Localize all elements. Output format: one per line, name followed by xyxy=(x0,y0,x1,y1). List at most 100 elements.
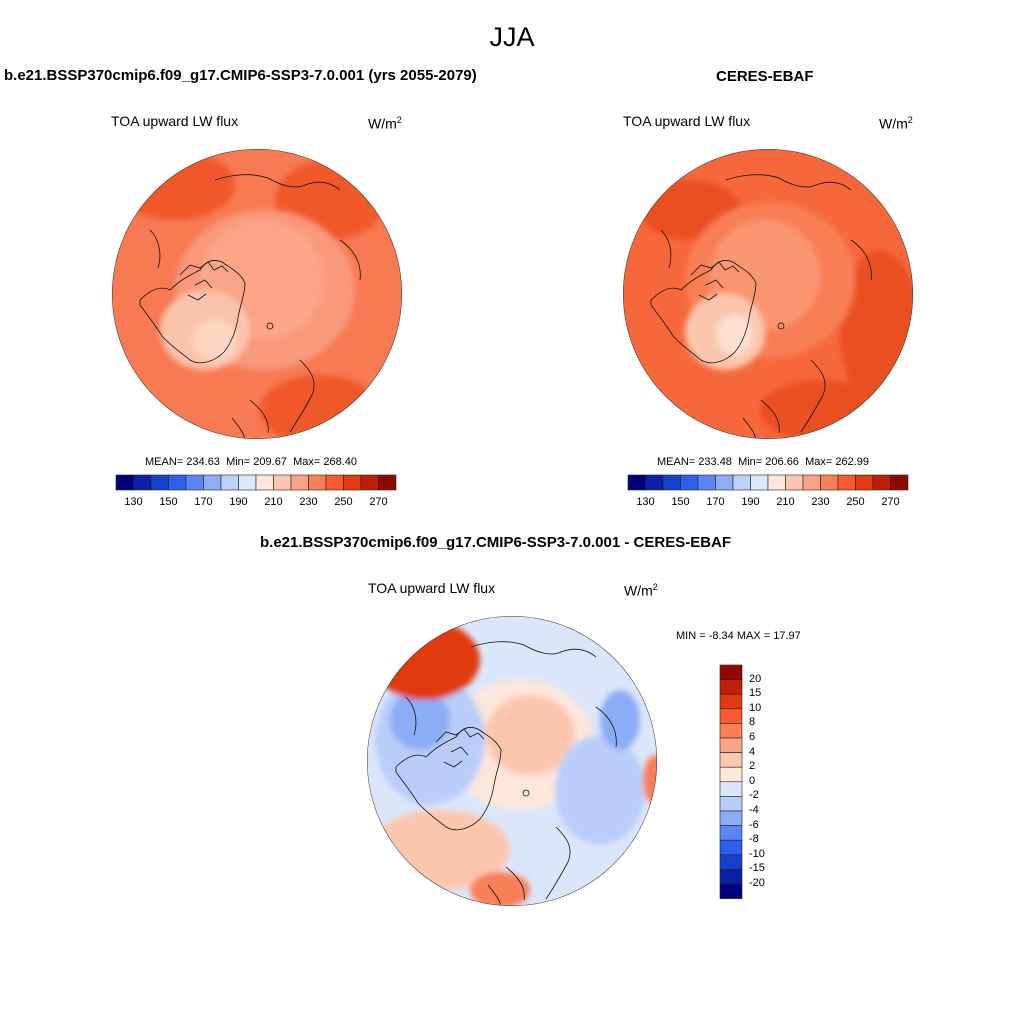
colorbar-panel1-swatch xyxy=(325,474,344,491)
panel3-unit-label: W/m2 xyxy=(624,582,658,599)
colorbar-panel2-swatch xyxy=(697,474,716,491)
colorbar-panel1-swatch xyxy=(185,474,204,491)
colorbar-panel2 xyxy=(627,474,909,491)
colorbar-panel2-swatch xyxy=(890,474,909,491)
colorbar-diff xyxy=(719,664,743,899)
diff-pos-region xyxy=(485,695,575,775)
colorbar-panel1-swatch xyxy=(150,474,169,491)
colorbar-diff-swatch xyxy=(719,781,743,797)
colorbar-diff-swatch xyxy=(719,810,743,826)
panel1-title: b.e21.BSSP370cmip6.f09_g17.CMIP6-SSP3-7.… xyxy=(4,67,477,84)
colorbar-diff-swatch xyxy=(719,854,743,870)
colorbar-panel1-swatch xyxy=(203,474,222,491)
panel2-unit-label: W/m2 xyxy=(879,115,913,132)
panel2-ice-core xyxy=(717,315,753,355)
colorbar-diff-swatch xyxy=(719,737,743,753)
colorbar-panel1-swatch xyxy=(360,474,379,491)
colorbar-panel1-swatch xyxy=(255,474,274,491)
colorbar-diff-tick-label: -20 xyxy=(749,877,765,889)
diff-neg2-region-2 xyxy=(600,690,640,750)
colorbar-panel1-tick-label: 230 xyxy=(299,496,318,508)
colorbar-panel1-tick-label: 150 xyxy=(159,496,178,508)
colorbar-panel2-tick-label: 130 xyxy=(636,496,655,508)
colorbar-diff-swatch xyxy=(719,679,743,695)
colorbar-diff-tick-label: -2 xyxy=(749,789,759,802)
panel1-variable-label: TOA upward LW flux xyxy=(111,113,239,129)
colorbar-diff-swatch xyxy=(719,693,743,710)
panel2-polar-map xyxy=(623,149,913,439)
colorbar-panel1-swatch xyxy=(290,474,309,491)
colorbar-panel2-swatch xyxy=(627,474,646,491)
panel3-stats: MIN = -8.34 MAX = 17.97 xyxy=(676,630,801,642)
colorbar-panel1-swatch xyxy=(168,474,187,491)
colorbar-diff-tick-label: 4 xyxy=(749,745,756,758)
colorbar-diff-swatch xyxy=(719,796,743,812)
colorbar-panel2-tick-label: 150 xyxy=(671,496,690,508)
panel1-unit-label: W/m2 xyxy=(368,115,402,132)
colorbar-panel2-tick-label: 210 xyxy=(776,496,795,508)
panel2-coastlines xyxy=(650,174,872,439)
colorbar-diff-tick-label: -6 xyxy=(749,818,759,831)
colorbar-diff-swatch xyxy=(719,869,743,885)
panel1-coastlines xyxy=(139,174,361,439)
colorbar-panel2-swatch xyxy=(662,474,681,491)
colorbar-panel1-swatch xyxy=(115,474,134,491)
colorbar-panel2-swatch xyxy=(820,474,839,491)
colorbar-diff-tick-label: 2 xyxy=(749,760,756,773)
colorbar-panel2-swatch xyxy=(715,474,734,491)
colorbar-panel2-tick-label: 170 xyxy=(706,496,725,508)
colorbar-diff-tick-label: 0 xyxy=(749,774,756,787)
colorbar-diff-tick-label: -8 xyxy=(749,833,759,846)
diff-neg-region-2 xyxy=(555,735,645,845)
panel3-polar-map xyxy=(367,616,657,906)
diff-neg2-region xyxy=(390,690,450,750)
panel3-variable-label: TOA upward LW flux xyxy=(368,580,496,596)
colorbar-panel1-swatch xyxy=(378,474,397,491)
colorbar-panel1-swatch xyxy=(343,474,362,491)
colorbar-diff-swatch xyxy=(719,752,743,768)
colorbar-diff-tick-label: 15 xyxy=(749,687,762,700)
colorbar-panel1-swatch xyxy=(308,474,327,491)
colorbar-panel2-swatch xyxy=(837,474,856,491)
colorbar-panel1-tick-label: 190 xyxy=(229,496,248,508)
colorbar-panel1-tick-label: 270 xyxy=(369,496,388,508)
colorbar-panel2-swatch xyxy=(680,474,699,491)
colorbar-diff-tick-label: 6 xyxy=(749,731,756,743)
colorbar-diff-tick-label: -4 xyxy=(749,804,759,816)
colorbar-diff-tick-label: 10 xyxy=(749,701,762,714)
colorbar-diff-swatch xyxy=(719,839,743,856)
colorbar-panel2-swatch xyxy=(872,474,891,491)
diff-strongpos-region xyxy=(370,620,480,700)
colorbar-diff-swatch xyxy=(719,723,743,739)
season-title: JJA xyxy=(489,22,535,52)
colorbar-diff-tick-label: 8 xyxy=(749,716,756,729)
colorbar-panel1-swatch xyxy=(238,474,257,491)
colorbar-panel2-swatch xyxy=(855,474,874,491)
colorbar-panel2-tick-label: 250 xyxy=(846,496,865,508)
colorbar-diff-swatch xyxy=(719,708,743,724)
diff-pos2-region xyxy=(470,872,530,906)
panel2-warm-region-2 xyxy=(760,380,880,439)
colorbar-panel2-tick-label: 230 xyxy=(811,496,830,508)
colorbar-panel2-swatch xyxy=(767,474,786,491)
panel2-variable-label: TOA upward LW flux xyxy=(623,113,751,129)
panel1-ice-core xyxy=(193,320,237,360)
panel3-title: b.e21.BSSP370cmip6.f09_g17.CMIP6-SSP3-7.… xyxy=(260,534,732,551)
colorbar-diff-swatch xyxy=(719,664,743,680)
colorbar-panel1-tick-label: 210 xyxy=(264,496,283,508)
colorbar-diff-swatch xyxy=(719,766,743,783)
colorbar-diff-tick-label: -10 xyxy=(749,847,765,860)
colorbar-panel2-tick-label: 270 xyxy=(881,496,900,508)
colorbar-diff-swatch xyxy=(719,883,743,899)
colorbar-panel1-swatch xyxy=(220,474,239,491)
colorbar-panel1 xyxy=(115,474,397,491)
colorbar-panel2-swatch xyxy=(802,474,821,491)
panel2-stats: MEAN= 233.48 Min= 206.66 Max= 262.99 xyxy=(657,456,869,468)
colorbar-panel2-swatch xyxy=(785,474,804,491)
panel1-warm-region-3 xyxy=(260,375,380,439)
colorbar-panel2-tick-label: 190 xyxy=(741,496,760,508)
diff-pos2-region-2 xyxy=(643,755,657,805)
colorbar-panel2-swatch xyxy=(645,474,664,491)
colorbar-panel2-swatch xyxy=(750,474,769,491)
